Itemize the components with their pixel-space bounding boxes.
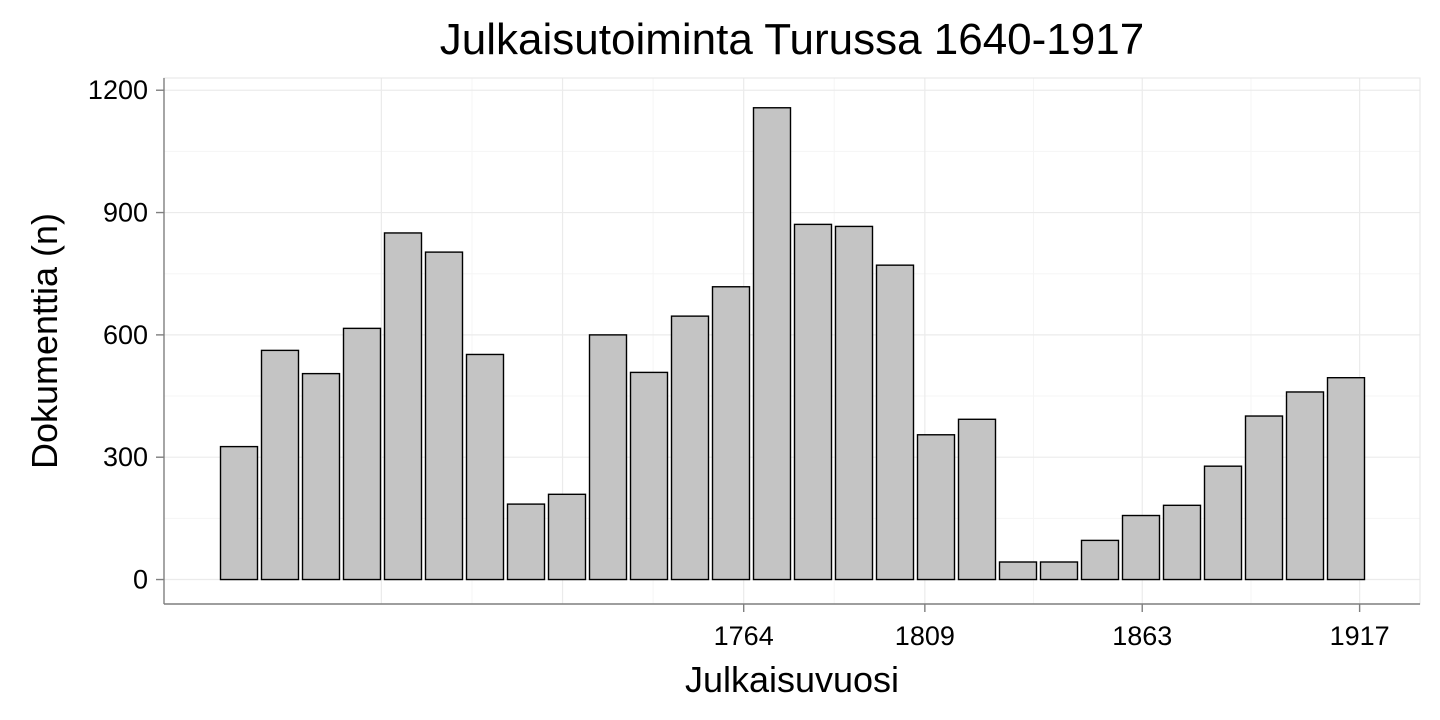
x-tick-label: 1764 xyxy=(714,621,774,651)
y-tick-label: 1200 xyxy=(88,75,148,105)
y-tick-label: 300 xyxy=(103,442,148,472)
y-tick-label: 600 xyxy=(103,320,148,350)
bar xyxy=(629,371,669,581)
bar xyxy=(260,349,300,581)
bar xyxy=(711,286,751,581)
bar xyxy=(1203,465,1243,581)
y-axis-ticks: 0 300 600 900 1200 xyxy=(88,75,164,595)
chart-title: Julkaisutoiminta Turussa 1640-1917 xyxy=(440,15,1144,64)
bar xyxy=(1080,539,1120,581)
bar xyxy=(383,232,423,581)
x-tick-label: 1917 xyxy=(1330,621,1390,651)
bar xyxy=(1039,561,1079,581)
bar xyxy=(875,264,915,581)
y-tick-label: 900 xyxy=(103,198,148,228)
bar xyxy=(752,107,792,581)
bar xyxy=(1326,377,1366,581)
bar xyxy=(506,503,546,581)
x-tick-label: 1863 xyxy=(1112,621,1172,651)
y-axis-title: Dokumenttia (n) xyxy=(24,213,65,469)
y-tick-label: 0 xyxy=(133,565,148,595)
x-axis-title: Julkaisuvuosi xyxy=(685,659,899,700)
bar xyxy=(834,225,874,581)
bar xyxy=(424,251,464,581)
x-tick-label: 1809 xyxy=(895,621,955,651)
x-axis-ticks: 1764 1809 1863 1917 xyxy=(714,604,1390,651)
axes xyxy=(163,78,1420,605)
bar xyxy=(1244,415,1284,581)
bar xyxy=(1121,514,1161,581)
bar xyxy=(219,445,259,581)
bar xyxy=(301,372,341,581)
bars xyxy=(219,107,1366,581)
bar xyxy=(588,334,628,581)
bar xyxy=(342,327,382,581)
bar xyxy=(957,418,997,581)
bar xyxy=(998,561,1038,581)
bar xyxy=(793,223,833,581)
bar xyxy=(1285,391,1325,581)
bar xyxy=(547,493,587,581)
bar xyxy=(670,315,710,581)
bar xyxy=(916,434,956,581)
bar xyxy=(1162,504,1202,581)
bar xyxy=(465,353,505,581)
